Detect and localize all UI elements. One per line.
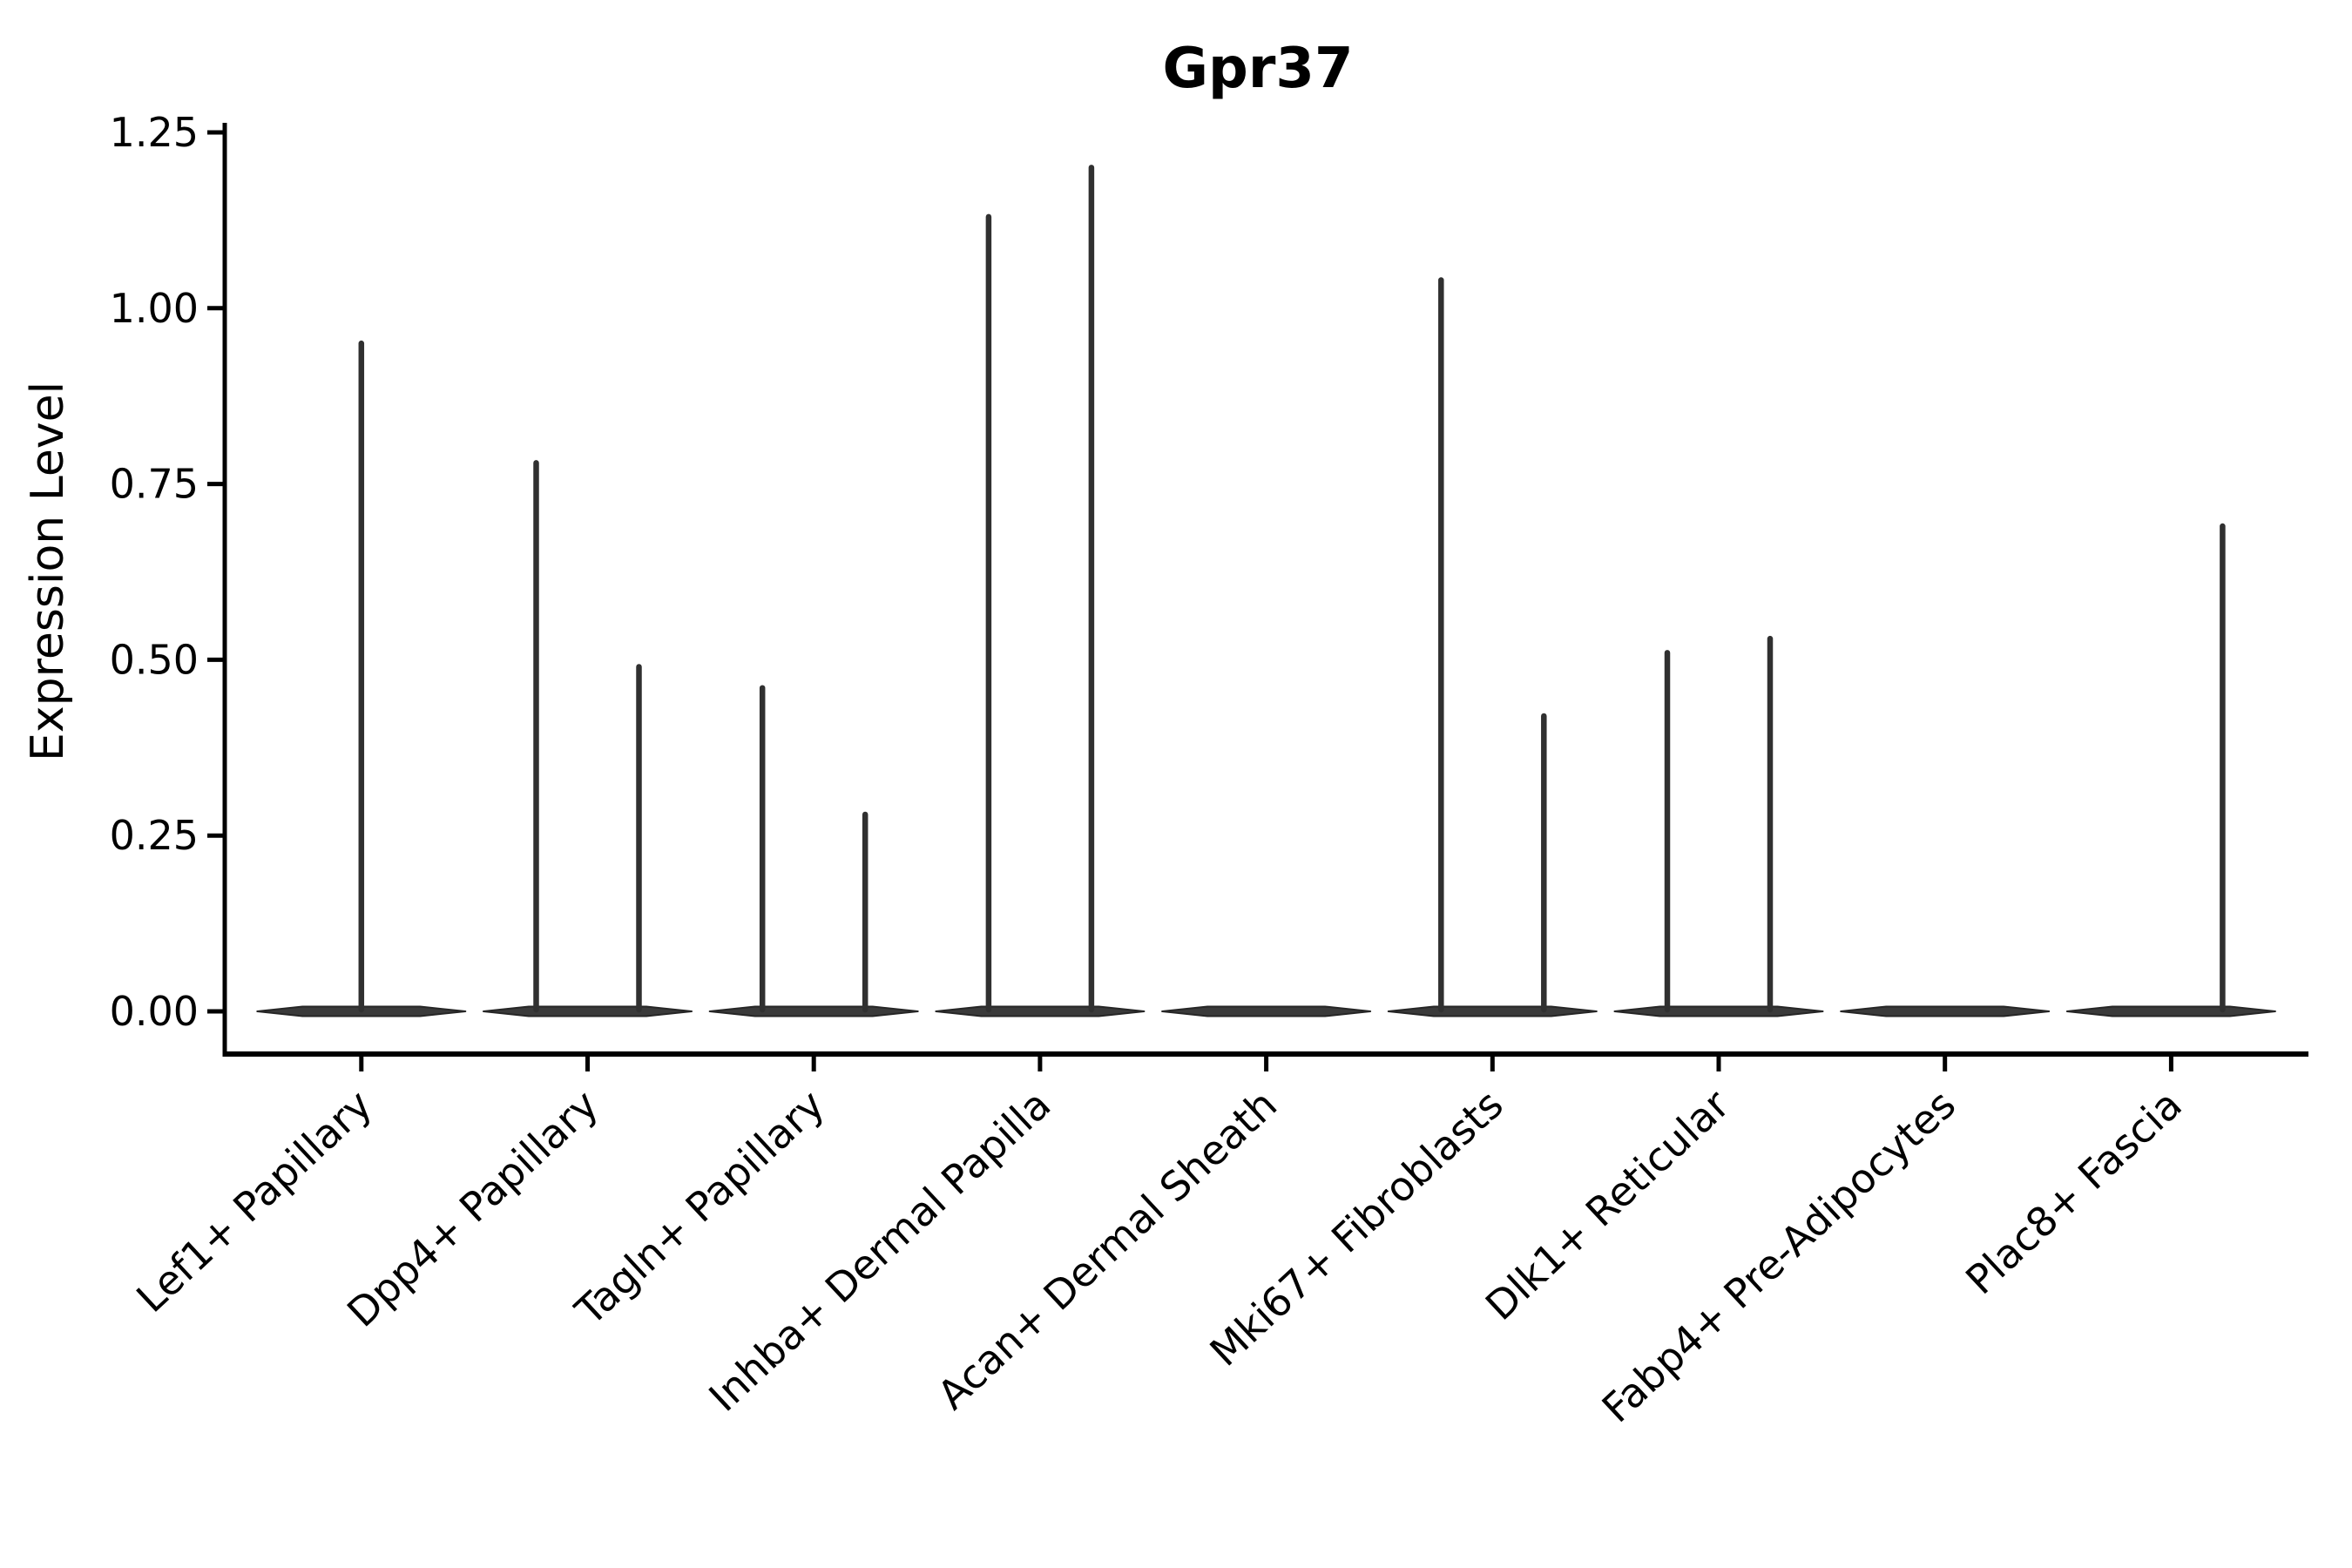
y-tick-label: 1.00 [110, 285, 199, 332]
violin-body [1161, 1005, 1372, 1017]
x-tick-label: Dpp4+ Papillary [338, 1081, 607, 1336]
y-axis-label: Expression Level [22, 382, 74, 761]
y-tick-label: 0.25 [110, 812, 199, 859]
violin-body [935, 1005, 1146, 1017]
violin-body [708, 1005, 919, 1017]
x-tick-label: Dlk1+ Reticular [1477, 1081, 1739, 1329]
violin-body [1387, 1005, 1598, 1017]
y-tick-label: 0.50 [110, 636, 199, 683]
x-tick-label: Lef1+ Papillary [127, 1081, 381, 1321]
violin-layer [256, 165, 2276, 1017]
y-tick-label: 1.25 [110, 109, 199, 156]
violin-body [1840, 1005, 2051, 1017]
violin-body [483, 1005, 693, 1017]
x-tick-label: Tagln+ Papillary [565, 1081, 833, 1335]
violin-body [2065, 1005, 2276, 1017]
violin-body [1613, 1005, 1824, 1017]
x-tick-label: Plac8+ Fascia [1957, 1081, 2191, 1304]
y-tick-label: 0.00 [110, 988, 199, 1035]
y-tick-label: 0.75 [110, 461, 199, 508]
axes-layer [207, 123, 2308, 1071]
plot-title: Gpr37 [1163, 37, 1354, 101]
